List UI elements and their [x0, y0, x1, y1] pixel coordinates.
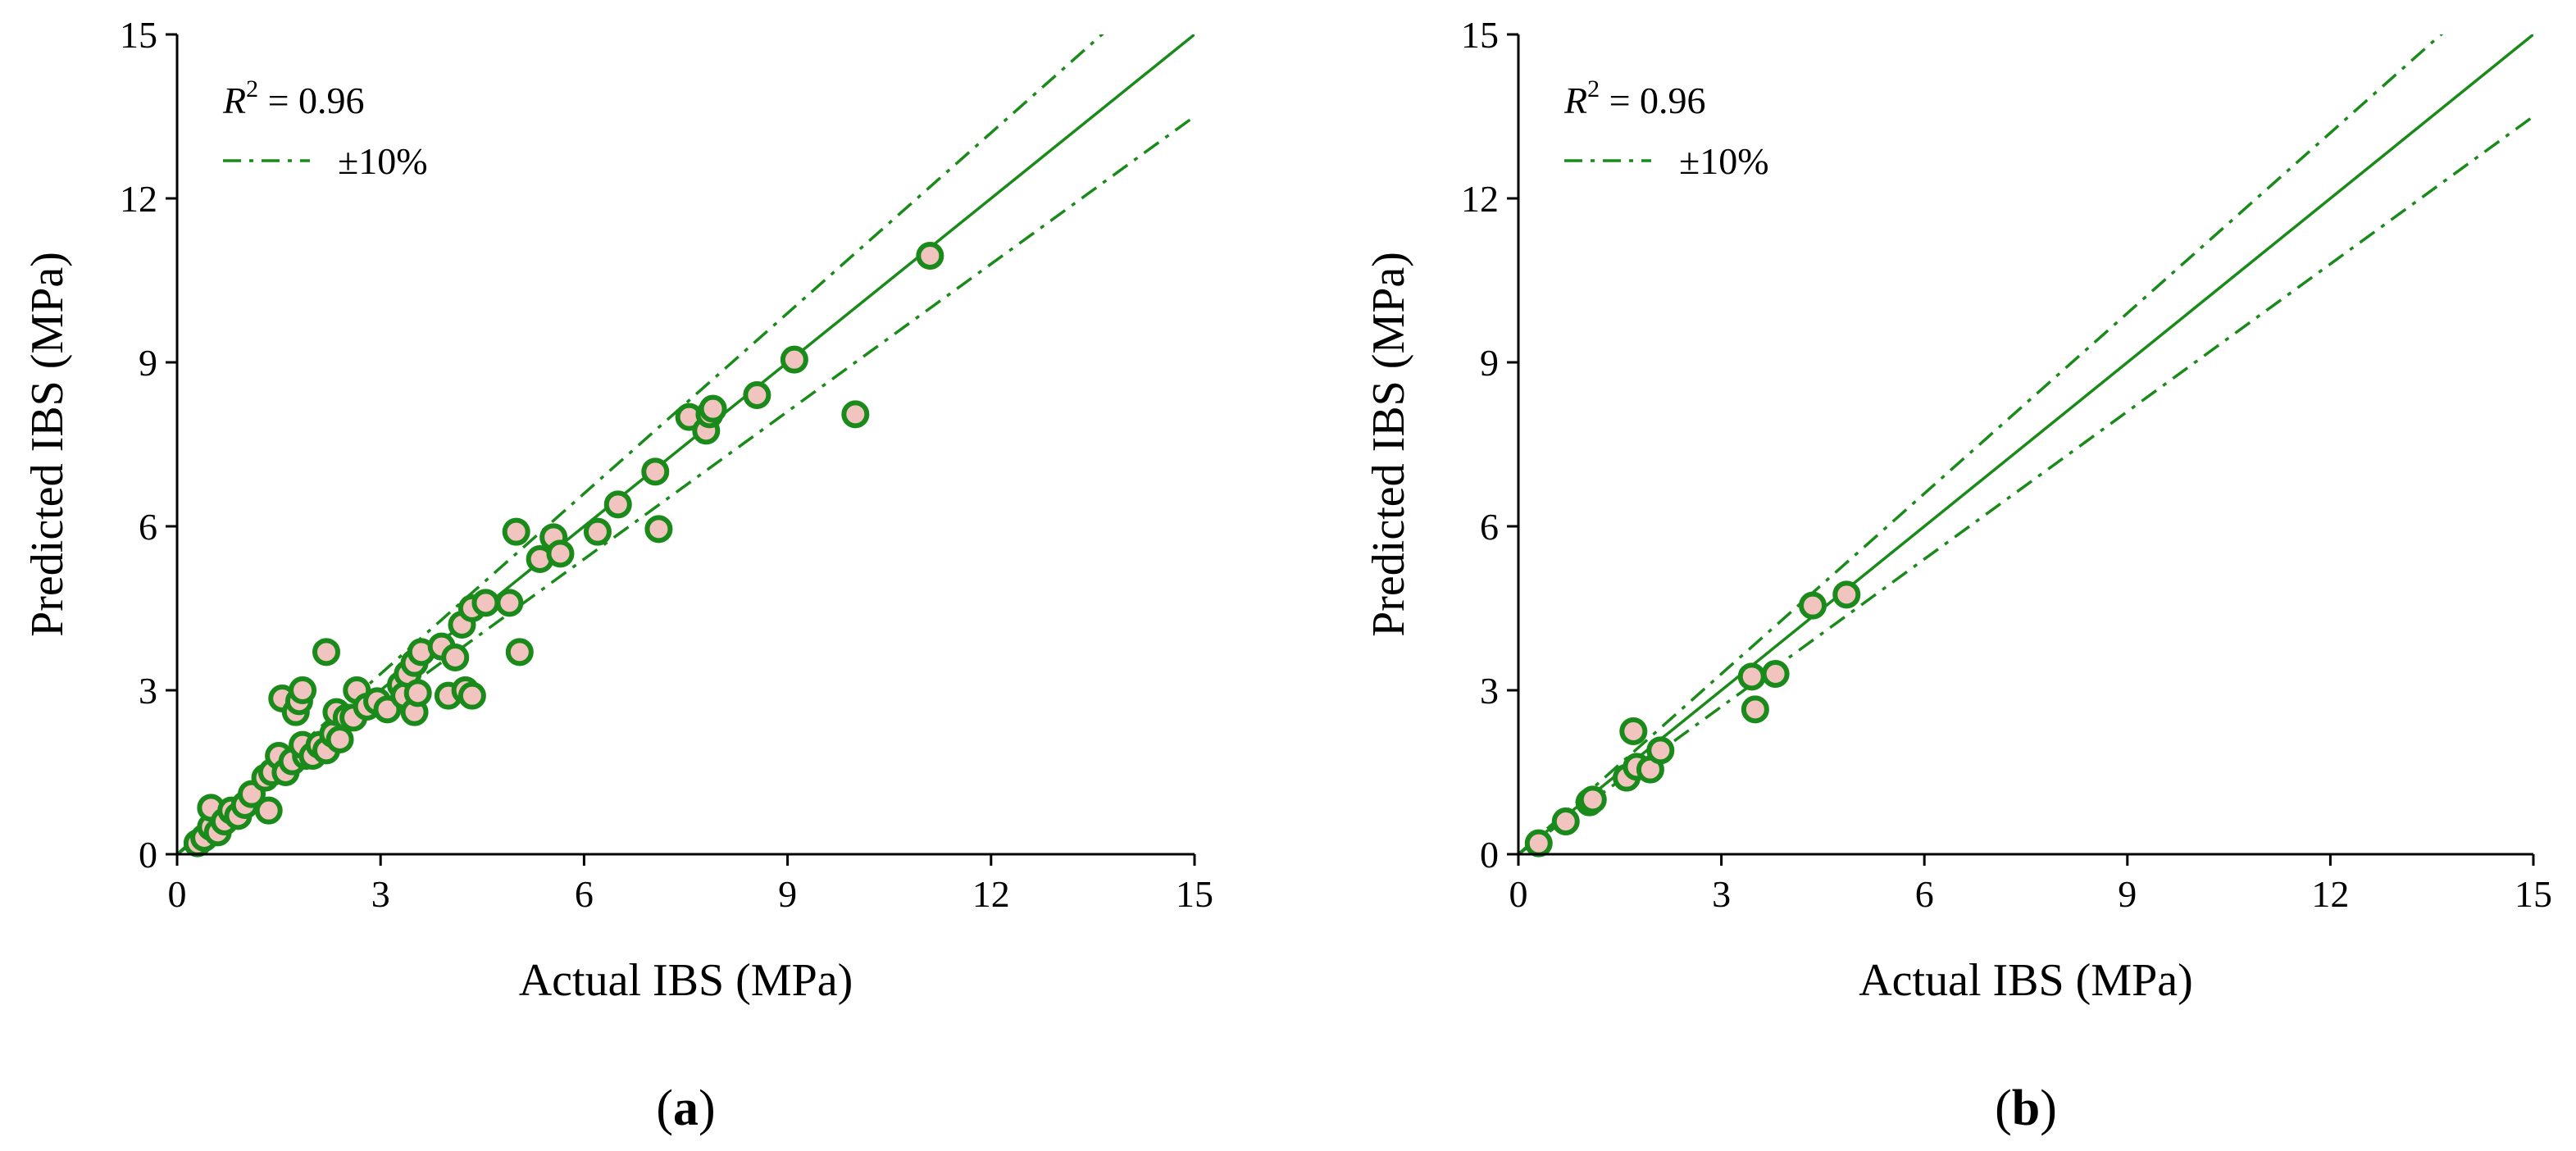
legend: ±10% [223, 140, 428, 182]
x-axis-title: Actual IBS (MPa) [1859, 955, 2193, 1006]
y-tick-label: 15 [120, 14, 157, 56]
r2-symbol: R [222, 80, 246, 121]
legend-label: ±10% [1679, 140, 1769, 182]
data-point [1761, 660, 1790, 688]
r2-annotation: R2 = 0.96 [1563, 75, 1706, 121]
x-tick-label: 3 [1712, 873, 1731, 915]
y-axis-title: Predicted IBS (MPa) [22, 252, 73, 637]
data-point [743, 381, 771, 409]
x-tick-label: 12 [2311, 873, 2349, 915]
x-tick-label: 15 [2515, 873, 2552, 915]
x-tick-label: 9 [778, 873, 797, 915]
data-point [1832, 580, 1861, 609]
x-tick-label: 15 [1176, 873, 1213, 915]
r2-exponent: 2 [246, 75, 258, 102]
data-point [603, 490, 632, 519]
y-tick-label: 15 [1461, 14, 1499, 56]
y-tick-label: 0 [1480, 834, 1499, 876]
plus-10pct-line [177, 34, 1104, 854]
panel-label-close: ) [2040, 1080, 2057, 1136]
panel-label: (b) [1995, 1080, 2057, 1136]
x-tick-label: 0 [168, 873, 187, 915]
y-tick-label: 6 [1480, 506, 1499, 548]
x-tick-label: 9 [2118, 873, 2137, 915]
reference-lines [1518, 34, 2533, 854]
data-point [1619, 717, 1648, 745]
x-axis-title: Actual IBS (MPa) [519, 955, 853, 1006]
r2-value: = 0.96 [258, 80, 364, 121]
data-point [583, 517, 612, 546]
minus-10pct-line [1518, 115, 2533, 854]
data-point [457, 681, 486, 710]
r2-value: = 0.96 [1600, 80, 1705, 121]
panel-label-close: ) [699, 1080, 716, 1136]
data-points [1524, 580, 1861, 858]
y-tick-label: 12 [1461, 178, 1499, 220]
data-point [495, 589, 524, 617]
data-point [1737, 662, 1766, 691]
panel-label-open: ( [656, 1080, 673, 1136]
data-point [441, 644, 470, 671]
panel-label: (a) [656, 1080, 715, 1136]
r2-exponent: 2 [1587, 75, 1600, 102]
data-point [841, 400, 870, 429]
x-tick-label: 12 [972, 873, 1010, 915]
data-point [546, 539, 575, 568]
panel-label-letter: b [2012, 1080, 2040, 1136]
y-tick-label: 0 [139, 834, 157, 876]
data-point [644, 515, 673, 544]
y-tick-label: 6 [139, 506, 157, 548]
y-tick-label: 12 [120, 178, 157, 220]
y-tick-label: 9 [139, 342, 157, 384]
data-point [1741, 695, 1769, 724]
x-tick-label: 0 [1509, 873, 1528, 915]
data-point [916, 242, 944, 270]
y-tick-label: 9 [1480, 342, 1499, 384]
legend: ±10% [1564, 140, 1769, 182]
data-point [403, 679, 432, 707]
chart-panel-a: 0 3 6 9 12 15 0 3 6 9 12 15 Actual IBS (MPa) Predicte… [22, 14, 1213, 1136]
data-point [505, 638, 534, 666]
panel-label-open: ( [1995, 1080, 2012, 1136]
data-point [699, 394, 727, 423]
data-point [1646, 736, 1675, 765]
data-point [502, 517, 530, 546]
data-point [1551, 808, 1580, 835]
identity-line [1518, 34, 2533, 854]
data-point [780, 345, 808, 374]
data-point [289, 676, 317, 704]
data-point [312, 638, 341, 666]
r2-annotation: R2 = 0.96 [222, 75, 365, 121]
data-point [1578, 785, 1607, 814]
data-point [641, 457, 670, 486]
r2-symbol: R [1563, 80, 1587, 121]
data-points [183, 242, 944, 858]
data-point [1799, 591, 1827, 620]
y-tick-label: 3 [1480, 670, 1499, 712]
panel-label-letter: a [673, 1080, 699, 1136]
data-point [1524, 829, 1553, 858]
plus-10pct-line [1518, 34, 2444, 854]
x-tick-label: 6 [1915, 873, 1934, 915]
x-tick-label: 6 [575, 873, 594, 915]
y-tick-label: 3 [139, 670, 157, 712]
x-tick-label: 3 [371, 873, 390, 915]
chart-panel-b: 0 3 6 9 12 15 0 3 6 9 12 15 Actual IBS (MPa) Predicte… [1363, 14, 2552, 1136]
data-point [471, 589, 500, 617]
data-point [254, 796, 283, 825]
y-axis-title: Predicted IBS (MPa) [1363, 252, 1414, 637]
legend-label: ±10% [338, 140, 428, 182]
